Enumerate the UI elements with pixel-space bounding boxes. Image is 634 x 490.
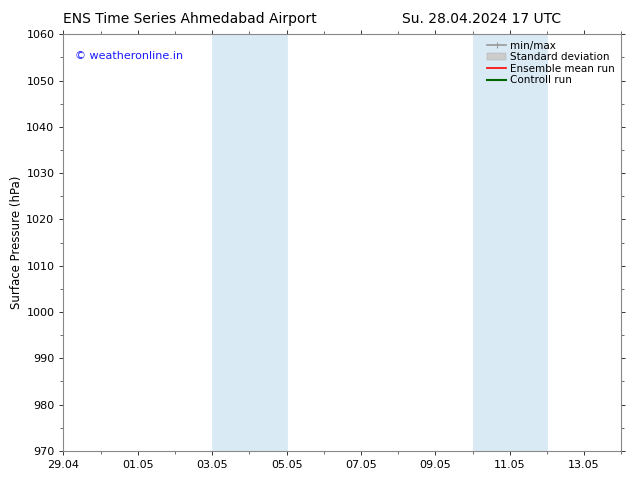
Text: © weatheronline.in: © weatheronline.in — [75, 51, 183, 61]
Y-axis label: Surface Pressure (hPa): Surface Pressure (hPa) — [11, 176, 23, 309]
Text: ENS Time Series Ahmedabad Airport: ENS Time Series Ahmedabad Airport — [63, 12, 317, 26]
Bar — [472, 34, 547, 451]
Text: Su. 28.04.2024 17 UTC: Su. 28.04.2024 17 UTC — [403, 12, 561, 26]
Bar — [212, 34, 287, 451]
Legend: min/max, Standard deviation, Ensemble mean run, Controll run: min/max, Standard deviation, Ensemble me… — [483, 36, 619, 89]
